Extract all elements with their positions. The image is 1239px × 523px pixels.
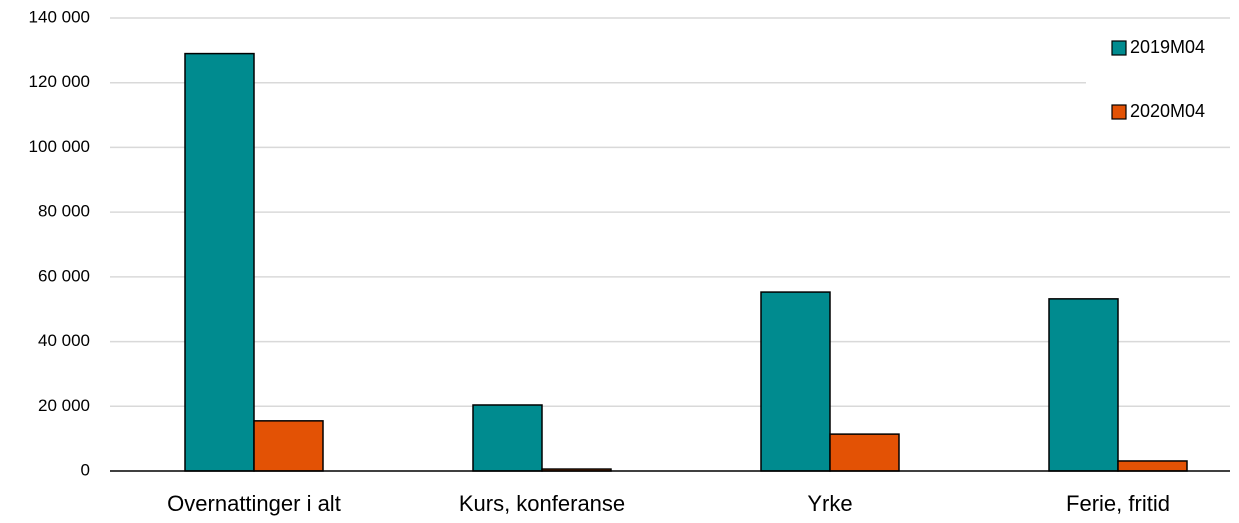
bar [1117,460,1188,472]
bar [472,404,543,472]
bar [184,52,255,472]
y-tick-label: 0 [81,460,90,479]
x-tick-label: Yrke [807,491,852,516]
legend-swatch [1111,40,1127,56]
bar [253,420,324,472]
y-tick-label: 100 000 [29,137,90,156]
y-tick-label: 80 000 [38,202,90,221]
y-tick-label: 40 000 [38,331,90,350]
legend-label: 2020M04 [1130,101,1205,121]
y-tick-label: 20 000 [38,396,90,415]
x-tick-label: Ferie, fritid [1066,491,1170,516]
legend-label: 2019M04 [1130,37,1205,57]
x-tick-label: Overnattinger i alt [167,491,341,516]
y-tick-label: 60 000 [38,266,90,285]
bar [829,433,900,472]
y-tick-label: 120 000 [29,72,90,91]
y-tick-label: 140 000 [29,7,90,26]
bar [1048,298,1119,472]
bar [760,291,831,472]
legend-swatch [1111,104,1127,120]
x-tick-label: Kurs, konferanse [459,491,625,516]
